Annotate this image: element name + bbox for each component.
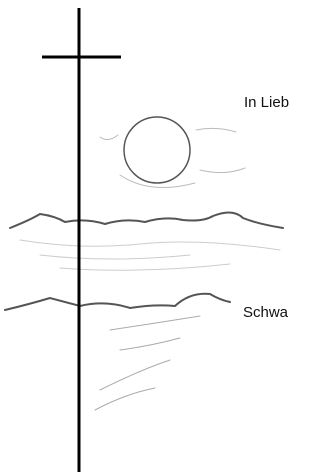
shading — [20, 240, 280, 270]
text-line: In Lieb — [244, 94, 289, 111]
hills-near — [5, 294, 230, 310]
hills-far — [10, 212, 283, 228]
artwork — [0, 0, 306, 472]
sun — [124, 117, 190, 183]
sketch — [5, 117, 283, 410]
card: In Lieb Schwa — [0, 0, 306, 472]
path-lines — [95, 316, 200, 410]
text-line: Schwa — [243, 304, 288, 321]
